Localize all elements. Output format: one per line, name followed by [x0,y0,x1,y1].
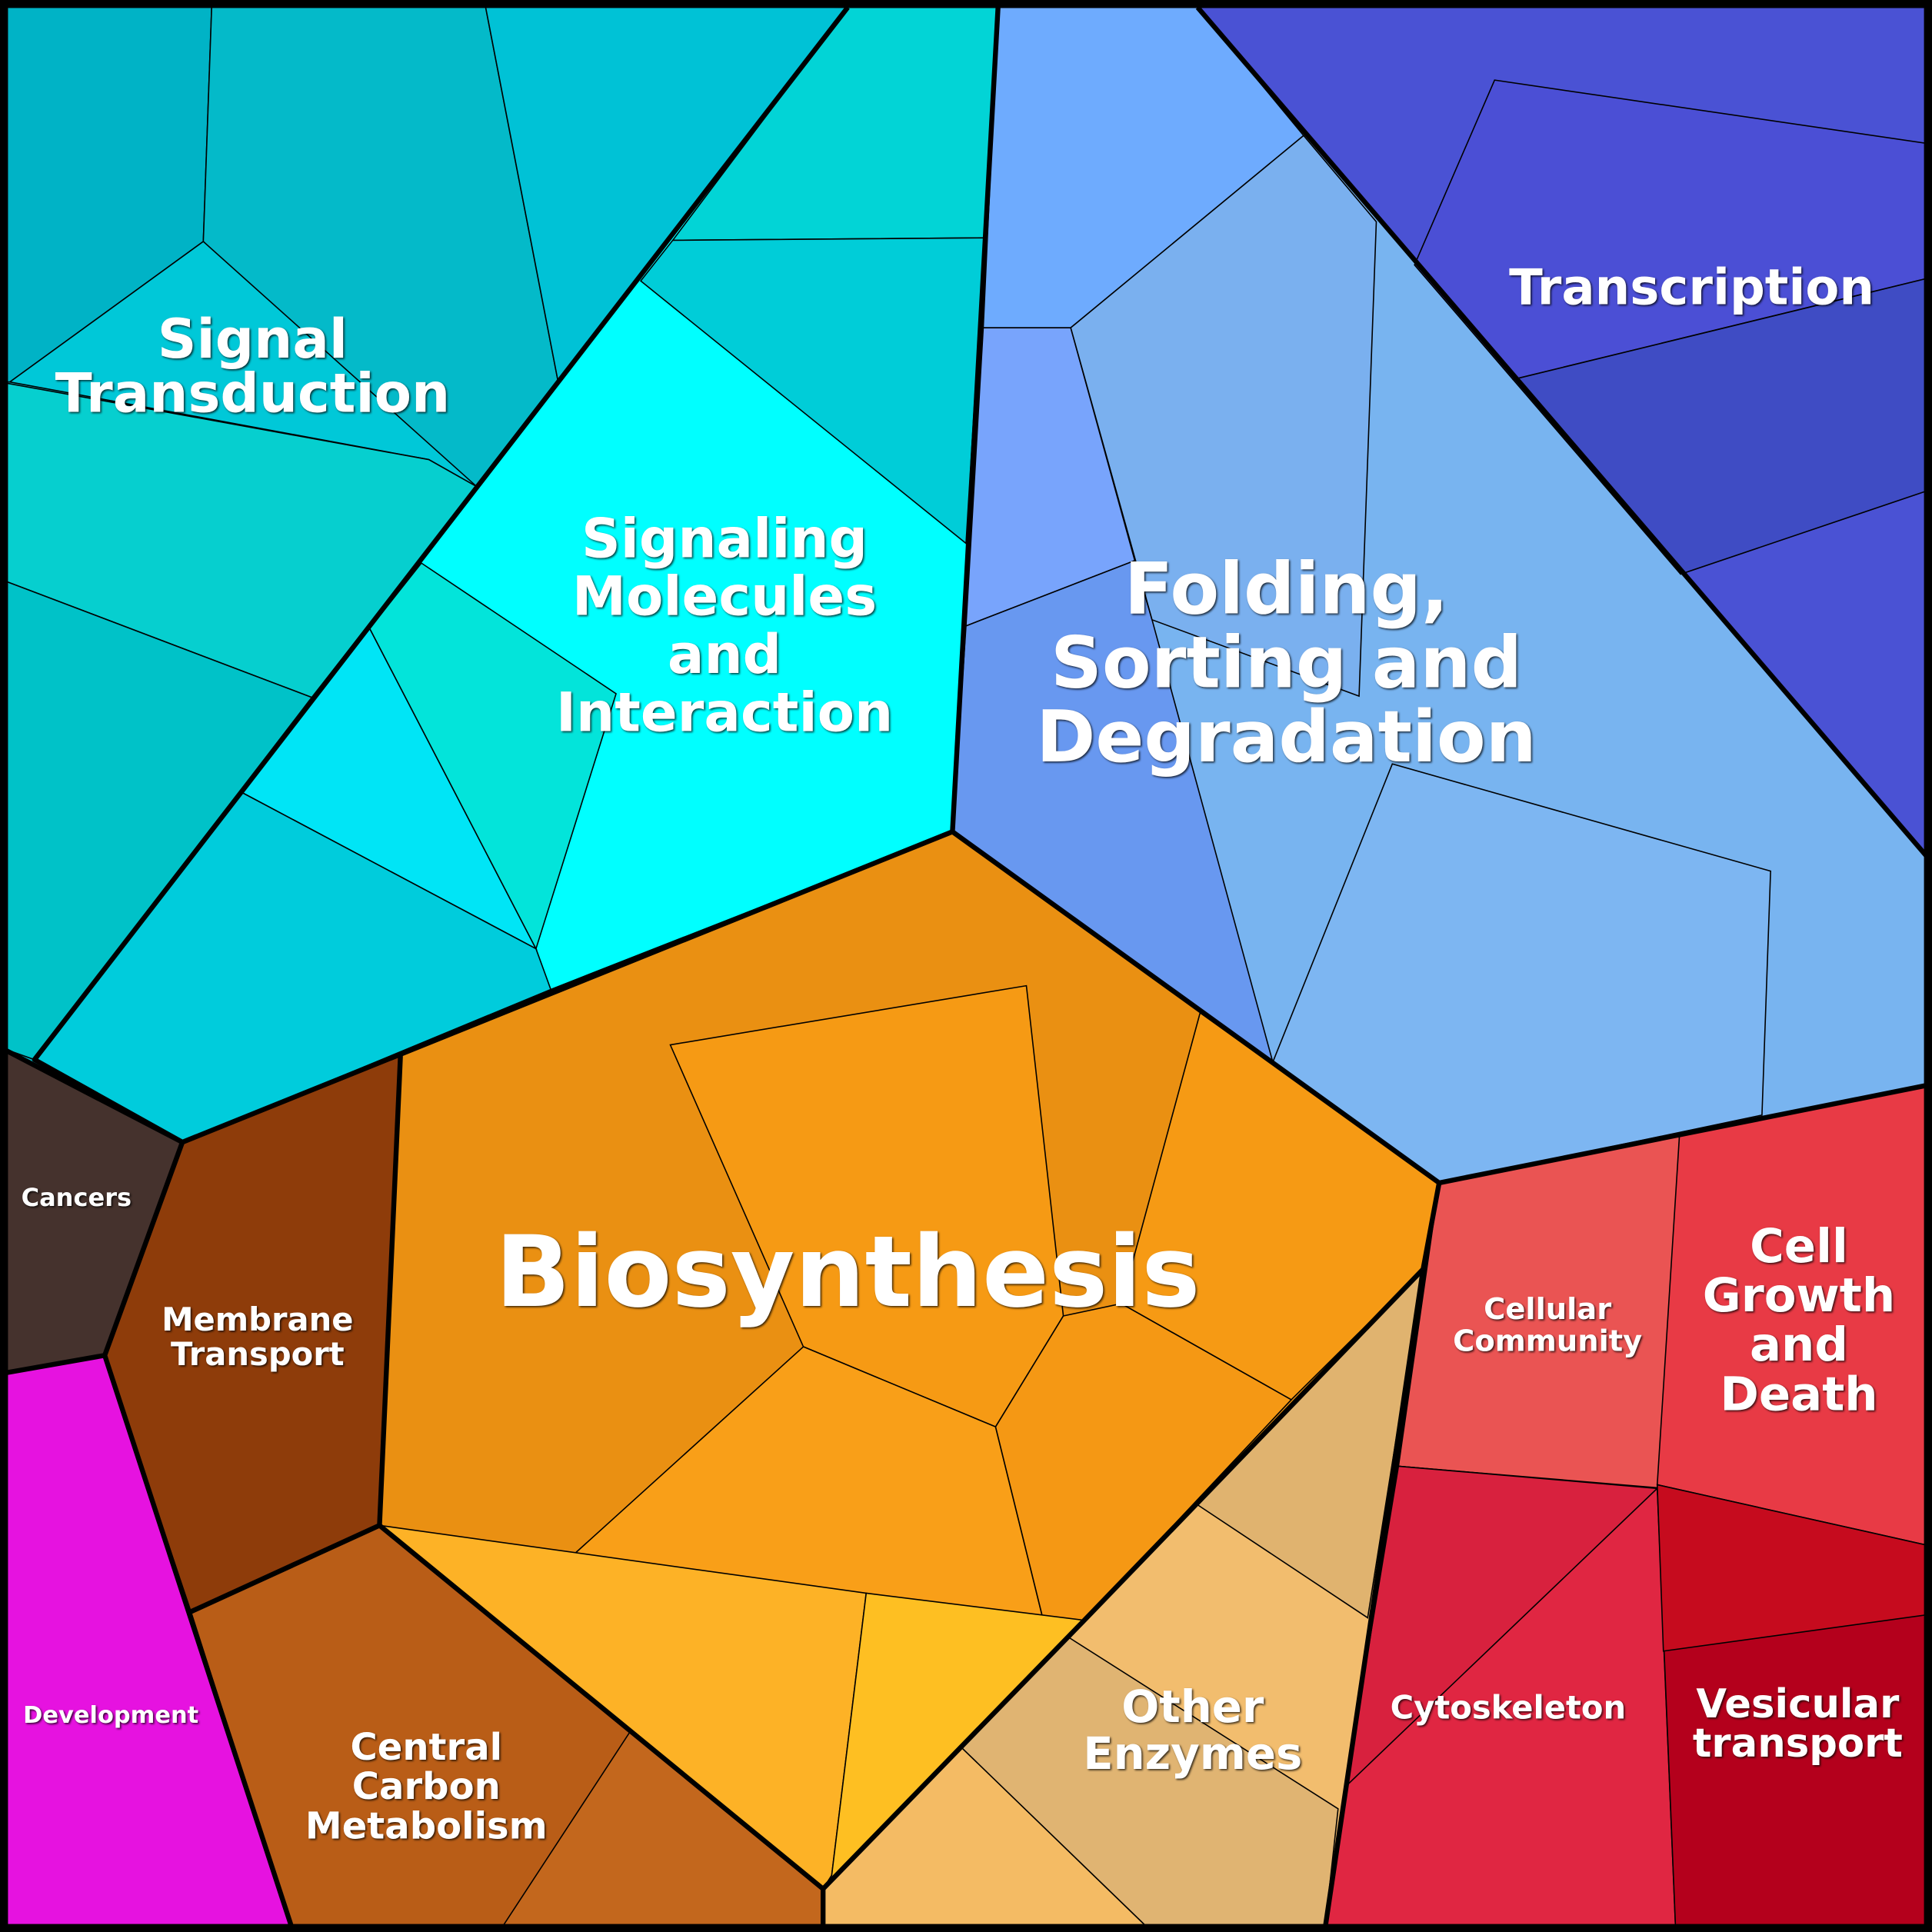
region-label: Cell [1750,1219,1848,1274]
region-label: Growth [1703,1268,1895,1323]
region-label: transport [1693,1720,1903,1767]
region-label: and [1750,1317,1848,1372]
region-label: Carbon [352,1765,501,1808]
region-label: Transduction [55,361,451,425]
region-label: Folding, [1124,548,1449,631]
border [0,1044,185,1377]
region-label: Other [1121,1681,1264,1733]
region-label: Community [1453,1324,1642,1359]
region-label: Membrane [162,1301,353,1338]
region-label: Metabolism [305,1804,548,1847]
region-label: Development [23,1702,198,1729]
region-label: Vesicular [1696,1681,1900,1727]
region-label: Biosynthesis [495,1215,1201,1330]
region-label: Signaling [581,507,868,570]
region-label: Cellular [1484,1292,1611,1327]
region-label: Sorting and [1051,621,1522,705]
border [1322,1268,1426,1932]
labels: SignalTransductionSignalingMoleculesandI… [22,260,1903,1848]
border [1195,5,1932,864]
region-label: Transport [171,1335,345,1373]
cell [1414,79,1932,381]
border [1438,1081,1932,1186]
region-label: Central [351,1726,503,1769]
region-label: Degradation [1036,695,1537,778]
cell [1656,1484,1932,1652]
region-label: Enzymes [1083,1727,1302,1780]
region-label: Cancers [22,1183,132,1212]
region-label: Transcription [1509,260,1874,317]
border [102,1354,296,1932]
region-label: Death [1720,1367,1877,1421]
region-label: Interaction [556,681,893,744]
cell [1070,135,1377,698]
region-label: Cytoskeleton [1391,1689,1626,1727]
region-label: Signal [158,308,348,371]
region-label: and [668,623,781,686]
region-label: Molecules [572,565,877,628]
